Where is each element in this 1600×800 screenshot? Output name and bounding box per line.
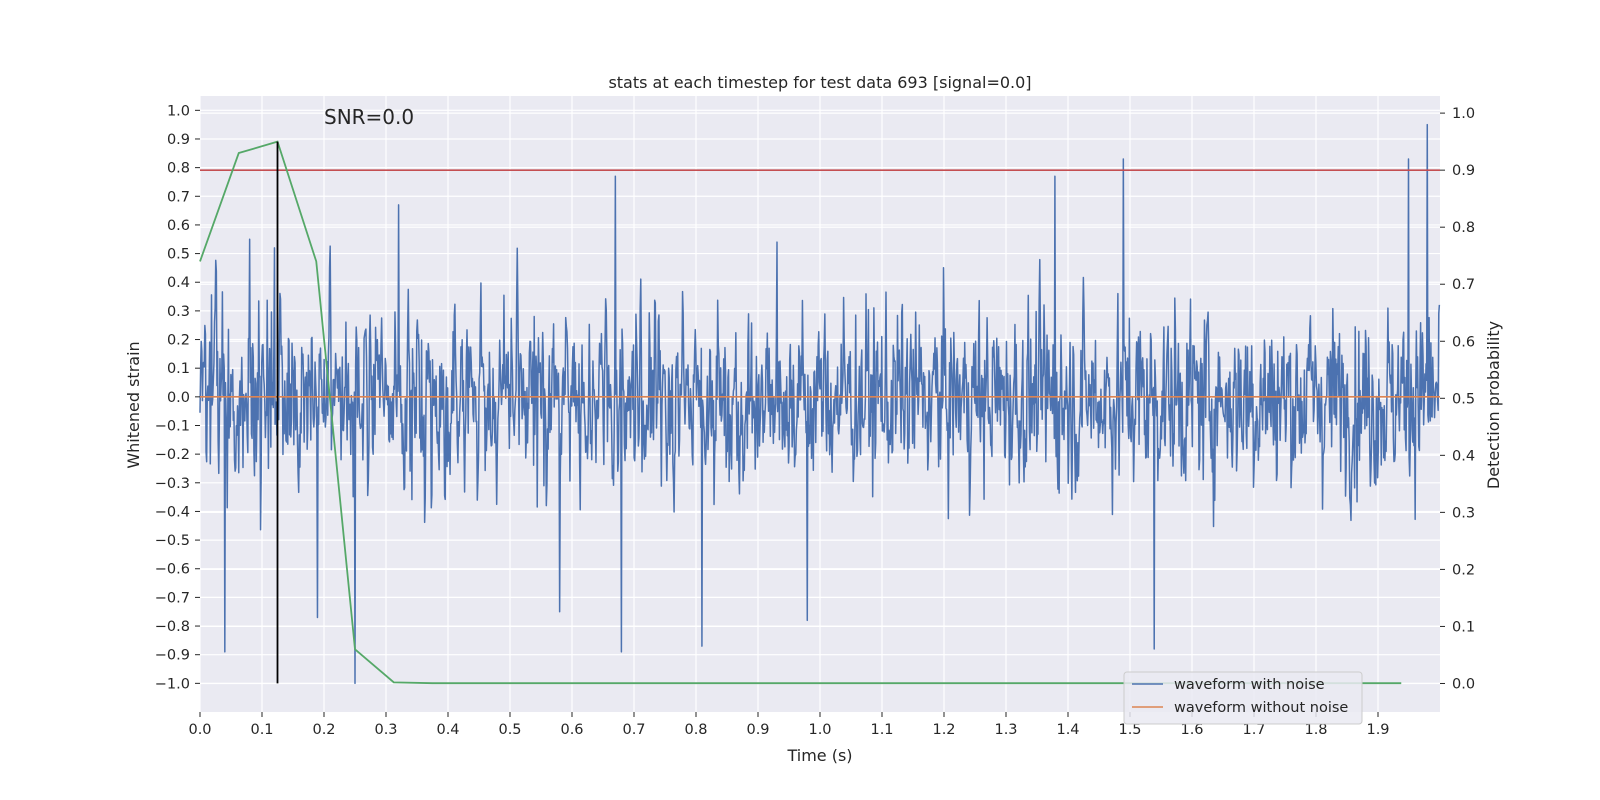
y2-axis-label: Detection probability — [1484, 321, 1503, 489]
x-tick-label: 1.1 — [870, 722, 893, 738]
x-tick-label: 1.5 — [1118, 722, 1141, 738]
x-tick-label: 0.5 — [498, 722, 521, 738]
legend-label-clean: waveform without noise — [1174, 700, 1348, 716]
x-tick-label: 1.9 — [1366, 722, 1389, 738]
y-axis-label: Whitened strain — [124, 341, 143, 468]
x-tick-labels: 0.0 0.1 0.2 0.3 0.4 0.5 0.6 0.7 0.8 0.9 1.0 1.1 1.2 1… — [188, 712, 1390, 738]
legend-label-noisy: waveform with noise — [1174, 677, 1325, 693]
y2-tick-label: 0.1 — [1452, 619, 1475, 635]
y2-tick-label: 0.6 — [1452, 334, 1475, 350]
grid-lines — [199, 96, 1440, 712]
y-tick-label: 1.0 — [167, 103, 190, 119]
y-tick-label: 0.3 — [167, 304, 190, 320]
x-tick-label: 0.7 — [622, 722, 645, 738]
y-tick-label: 0.1 — [167, 361, 190, 377]
x-tick-label: 0.9 — [746, 722, 769, 738]
y2-tick-label: 1.0 — [1452, 106, 1475, 122]
noisy-waveform-path — [199, 123, 1441, 685]
y-tick-label: −0.8 — [155, 619, 190, 635]
y-tick-label: 0.8 — [167, 161, 190, 177]
y2-tick-label: 0.3 — [1452, 505, 1475, 521]
chart-title: stats at each timestep for test data 693… — [608, 73, 1031, 92]
y-tick-label: 0.9 — [167, 132, 190, 148]
y-tick-labels: 1.0 0.9 0.8 0.7 0.6 0.5 0.4 0.3 0.2 0.1 0.0 −0.1 −0.… — [155, 103, 200, 692]
y-tick-label: −1.0 — [155, 676, 190, 692]
x-tick-label: 1.3 — [994, 722, 1017, 738]
y2-tick-label: 0.4 — [1452, 448, 1475, 464]
y-tick-label: −0.7 — [155, 590, 190, 606]
x-tick-label: 0.3 — [374, 722, 397, 738]
y-tick-label: −0.6 — [155, 562, 190, 578]
y-tick-label: −0.9 — [155, 648, 190, 664]
legend-box — [1123, 671, 1363, 725]
y2-tick-labels: 1.0 0.9 0.8 0.7 0.6 0.5 0.4 0.3 0.2 0.1 0.0 — [1440, 106, 1475, 692]
y-tick-label: −0.5 — [155, 533, 190, 549]
noisy-waveform — [199, 123, 1441, 685]
legend: waveform with noise waveform without noi… — [1123, 671, 1363, 725]
x-tick-label: 1.0 — [808, 722, 831, 738]
y-tick-label: 0.0 — [167, 390, 190, 406]
y-tick-label: 0.4 — [167, 275, 190, 291]
y2-tick-label: 0.9 — [1452, 163, 1475, 179]
x-tick-label: 0.2 — [312, 722, 335, 738]
x-tick-label: 0.8 — [684, 722, 707, 738]
x-axis-label: Time (s) — [786, 746, 852, 765]
y-tick-label: 0.6 — [167, 218, 190, 234]
y-tick-label: 0.2 — [167, 333, 190, 349]
y-tick-label: −0.4 — [155, 504, 190, 520]
x-tick-label: 1.2 — [932, 722, 955, 738]
x-tick-label: 1.7 — [1242, 722, 1265, 738]
y-tick-label: 0.5 — [167, 247, 190, 263]
x-tick-label: 1.6 — [1180, 722, 1203, 738]
y2-tick-label: 0.0 — [1452, 676, 1475, 692]
snr-annotation: SNR=0.0 — [324, 105, 414, 129]
x-tick-label: 0.0 — [188, 722, 211, 738]
y-tick-label: −0.1 — [155, 418, 190, 434]
y2-tick-label: 0.2 — [1452, 562, 1475, 578]
x-tick-label: 0.6 — [560, 722, 583, 738]
x-tick-label: 0.4 — [436, 722, 459, 738]
y-tick-label: −0.3 — [155, 476, 190, 492]
x-tick-label: 1.8 — [1304, 722, 1327, 738]
y2-tick-label: 0.8 — [1452, 220, 1475, 236]
y2-tick-label: 0.5 — [1452, 391, 1475, 407]
y-tick-label: −0.2 — [155, 447, 190, 463]
x-tick-label: 0.1 — [250, 722, 273, 738]
x-tick-label: 1.4 — [1056, 722, 1079, 738]
y-tick-label: 0.7 — [167, 189, 190, 205]
y2-tick-label: 0.7 — [1452, 277, 1475, 293]
